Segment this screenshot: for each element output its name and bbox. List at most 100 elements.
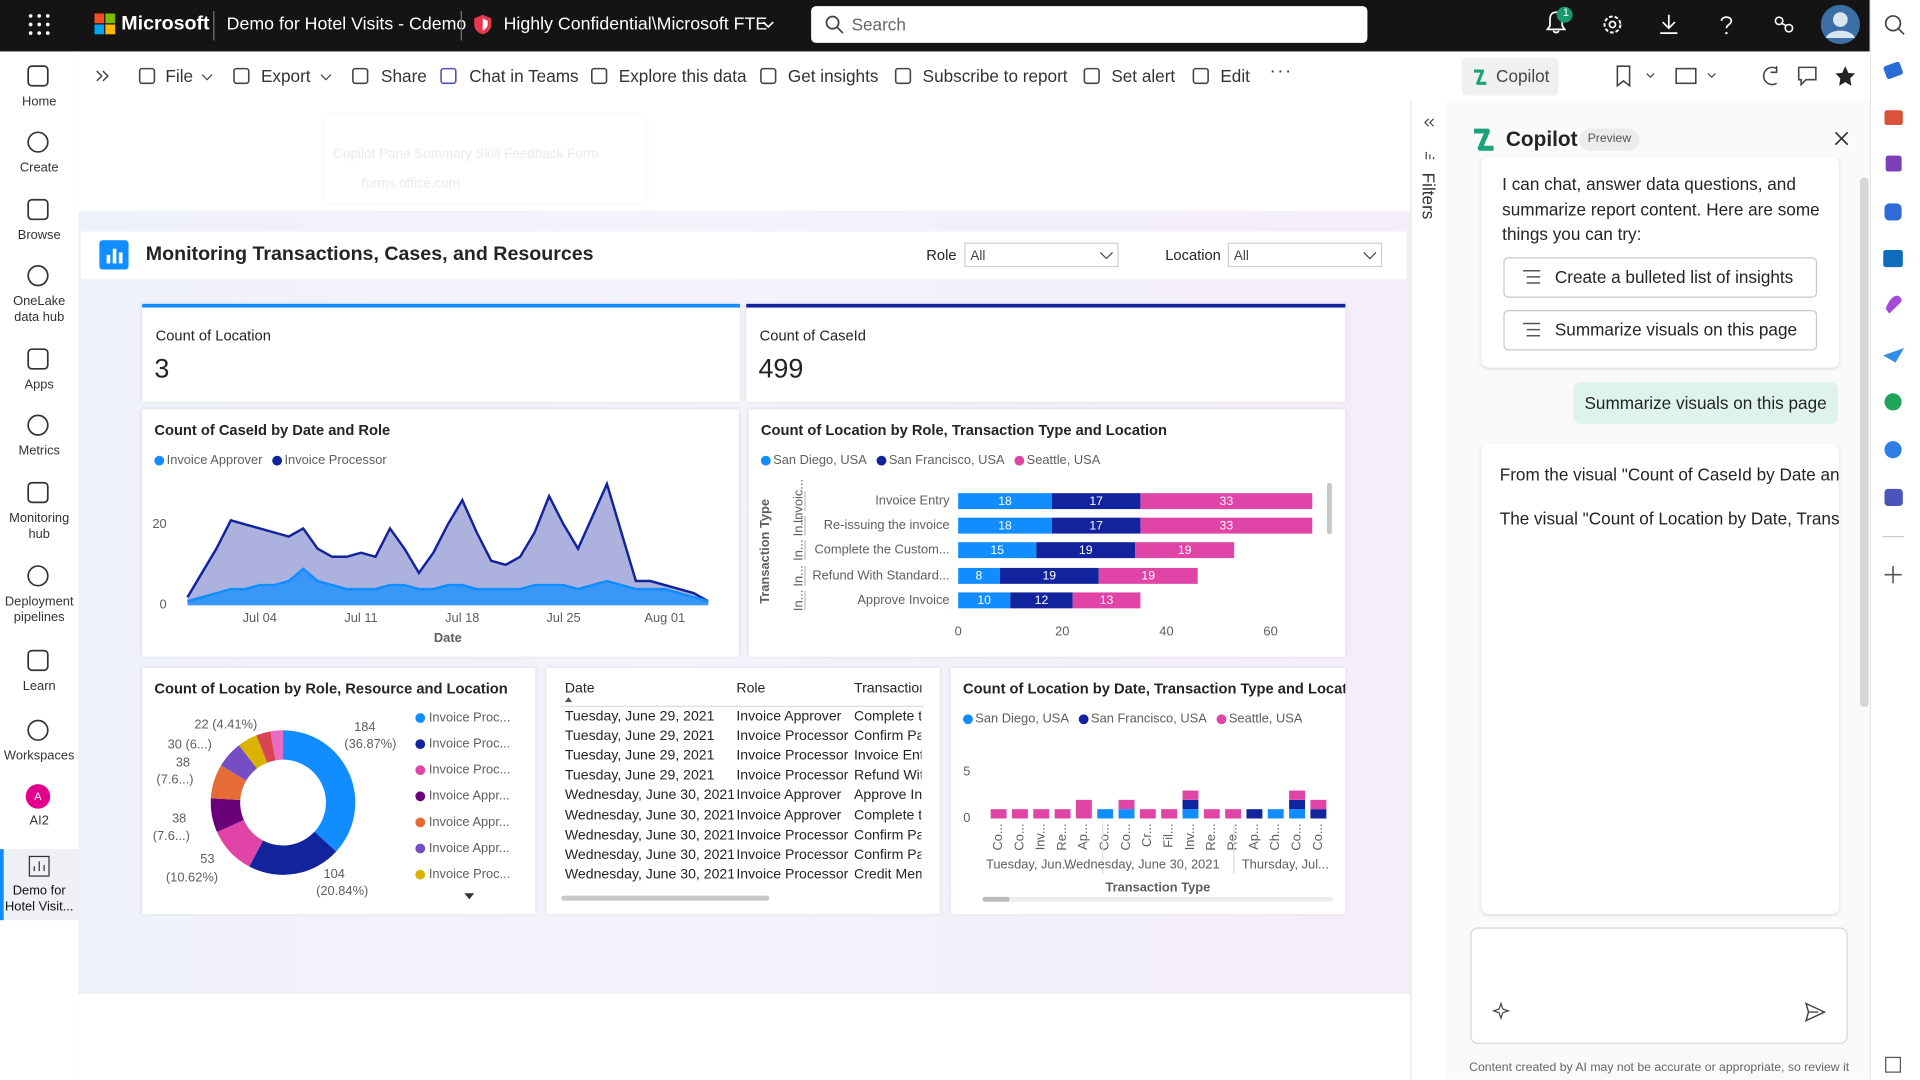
group-label: In...	[790, 565, 805, 586]
dropdown-chevron[interactable]	[1363, 248, 1378, 263]
column-segment	[1054, 809, 1071, 819]
icon-part	[1833, 12, 1848, 27]
nav-label[interactable]: Learn	[22, 678, 56, 694]
nav-label[interactable]: Demo for Hotel Visit...	[4, 883, 74, 915]
toolbar-button[interactable]: Set alert	[1111, 66, 1176, 86]
label-line: (20.84%)	[316, 883, 368, 898]
column-header[interactable]: Role	[736, 681, 766, 696]
nav-label[interactable]: Create	[19, 160, 59, 176]
nav-label[interactable]: Workspaces	[3, 748, 75, 764]
icon-part	[105, 13, 116, 24]
scrollbar	[1326, 482, 1332, 535]
legend-swatch	[415, 739, 426, 750]
nav-label[interactable]: Home	[22, 94, 57, 110]
expand-nav[interactable]	[94, 67, 111, 84]
search-box[interactable]	[811, 6, 1368, 43]
slicer-label: Location	[1165, 246, 1221, 264]
legend-label: Seattle, USA	[1027, 452, 1101, 467]
feedback-icon[interactable]	[1772, 12, 1797, 37]
icon-part	[1781, 22, 1787, 27]
column-segment	[1310, 809, 1327, 819]
bar-segment	[1072, 592, 1141, 609]
app-rail-icons[interactable]	[1877, 0, 1914, 1079]
dropdown-chevron[interactable]	[1099, 248, 1114, 263]
donut-slice	[239, 735, 268, 769]
slicer-dropdown[interactable]: All	[964, 242, 1119, 268]
toolbar-button[interactable]: File	[165, 66, 194, 86]
bar-segment	[1140, 517, 1313, 534]
icon-shape	[440, 67, 457, 85]
legend-label: Invoice Appr...	[429, 788, 510, 803]
column-segment	[1289, 790, 1306, 800]
tooltip-url: forms.office.com	[361, 176, 461, 192]
bar-segment	[958, 542, 1037, 559]
close-copilot[interactable]	[1834, 131, 1849, 146]
nav-label[interactable]: Metrics	[18, 443, 60, 459]
settings-icon[interactable]	[1600, 12, 1625, 37]
area-line	[186, 480, 709, 603]
nav-label[interactable]: Apps	[24, 377, 54, 393]
chat-input[interactable]	[1470, 927, 1848, 1044]
column-header[interactable]: Transaction Type	[854, 681, 922, 696]
legend-scroll-arrow	[464, 893, 475, 900]
notification-bell[interactable]	[1541, 5, 1575, 39]
column-header[interactable]: Date	[564, 681, 595, 696]
report-canvas-bottom	[78, 992, 1411, 1080]
toolbar-icon	[1192, 67, 1209, 85]
toolbar-right-icons[interactable]	[1612, 64, 1857, 89]
help-icon[interactable]	[1714, 12, 1739, 37]
sort-indicator	[564, 697, 573, 703]
legend-label: Invoice Proc...	[429, 709, 510, 724]
nav-label[interactable]: AI2	[29, 813, 49, 829]
nav-label[interactable]: Monitoring hub	[9, 510, 70, 542]
table-scrollbar[interactable]	[561, 895, 770, 901]
icon-part	[1885, 295, 1902, 314]
filters-pane[interactable]	[1410, 100, 1449, 1080]
donut-slice	[256, 731, 276, 763]
toolbar-button[interactable]: Get insights	[787, 66, 879, 86]
x-tick-label: Jul 04	[243, 610, 277, 625]
filters-label[interactable]: Filters	[1418, 172, 1439, 220]
dropdown-chevron[interactable]	[201, 71, 213, 83]
download-icon[interactable]	[1657, 12, 1682, 37]
nav-label[interactable]: Deployment pipelines	[4, 594, 74, 625]
group-label: Invoic...	[790, 479, 805, 523]
user-avatar[interactable]	[1820, 4, 1862, 46]
toolbar-button[interactable]: Export	[260, 66, 311, 86]
report-name[interactable]: Demo for Hotel Visits - Cdemo	[226, 14, 467, 35]
app-launcher[interactable]	[27, 12, 52, 37]
kpi-card: Count of CaseId 499	[746, 303, 1346, 402]
table-cell: Wednesday, June 30, 2021	[564, 788, 734, 804]
nav-current-bg[interactable]	[0, 849, 79, 921]
toolbar-button[interactable]: Chat in Teams	[469, 66, 579, 86]
dropdown-chevron[interactable]	[320, 71, 332, 83]
toolbar-button[interactable]: Edit	[1220, 66, 1250, 86]
icon-part	[1608, 20, 1617, 29]
slicer-dropdown[interactable]: All	[1227, 242, 1383, 268]
scrollbar[interactable]	[1859, 177, 1869, 707]
data-label: 53 (10.62%)	[166, 852, 218, 885]
column-chart-visual: Count of Location by Date, Transaction T…	[950, 667, 1346, 915]
workspace-avatar[interactable]: A	[25, 784, 51, 809]
sensitivity-label[interactable]: Highly Confidential\Microsoft FTE	[503, 14, 768, 35]
icon-part	[105, 24, 116, 35]
chevron[interactable]	[761, 17, 776, 32]
nav-label[interactable]: OneLake data hub	[13, 294, 66, 325]
nav-label[interactable]: Browse	[17, 227, 61, 243]
more-button[interactable]: ···	[1269, 61, 1293, 83]
toolbar-button[interactable]: Share	[381, 66, 427, 86]
copilot-button[interactable]	[1461, 57, 1559, 96]
input-icons[interactable]	[1492, 1000, 1828, 1025]
suggestion-button[interactable]: Summarize visuals on this page	[1503, 309, 1818, 351]
collapse-filters[interactable]	[1421, 115, 1436, 164]
toolbar-button[interactable]: Subscribe to report	[922, 66, 1068, 86]
toolbar-button[interactable]: Explore this data	[618, 66, 747, 86]
kpi-card: Count of Location 3	[142, 303, 741, 402]
icon-part	[1884, 203, 1902, 221]
suggestion-button[interactable]: Create a bulleted list of insights	[1503, 257, 1818, 298]
group-label: In...	[790, 515, 805, 536]
icon-shape	[27, 719, 49, 741]
icon-part	[482, 18, 488, 31]
icon-shape	[27, 649, 49, 672]
y-tick-label: 0	[159, 597, 166, 612]
